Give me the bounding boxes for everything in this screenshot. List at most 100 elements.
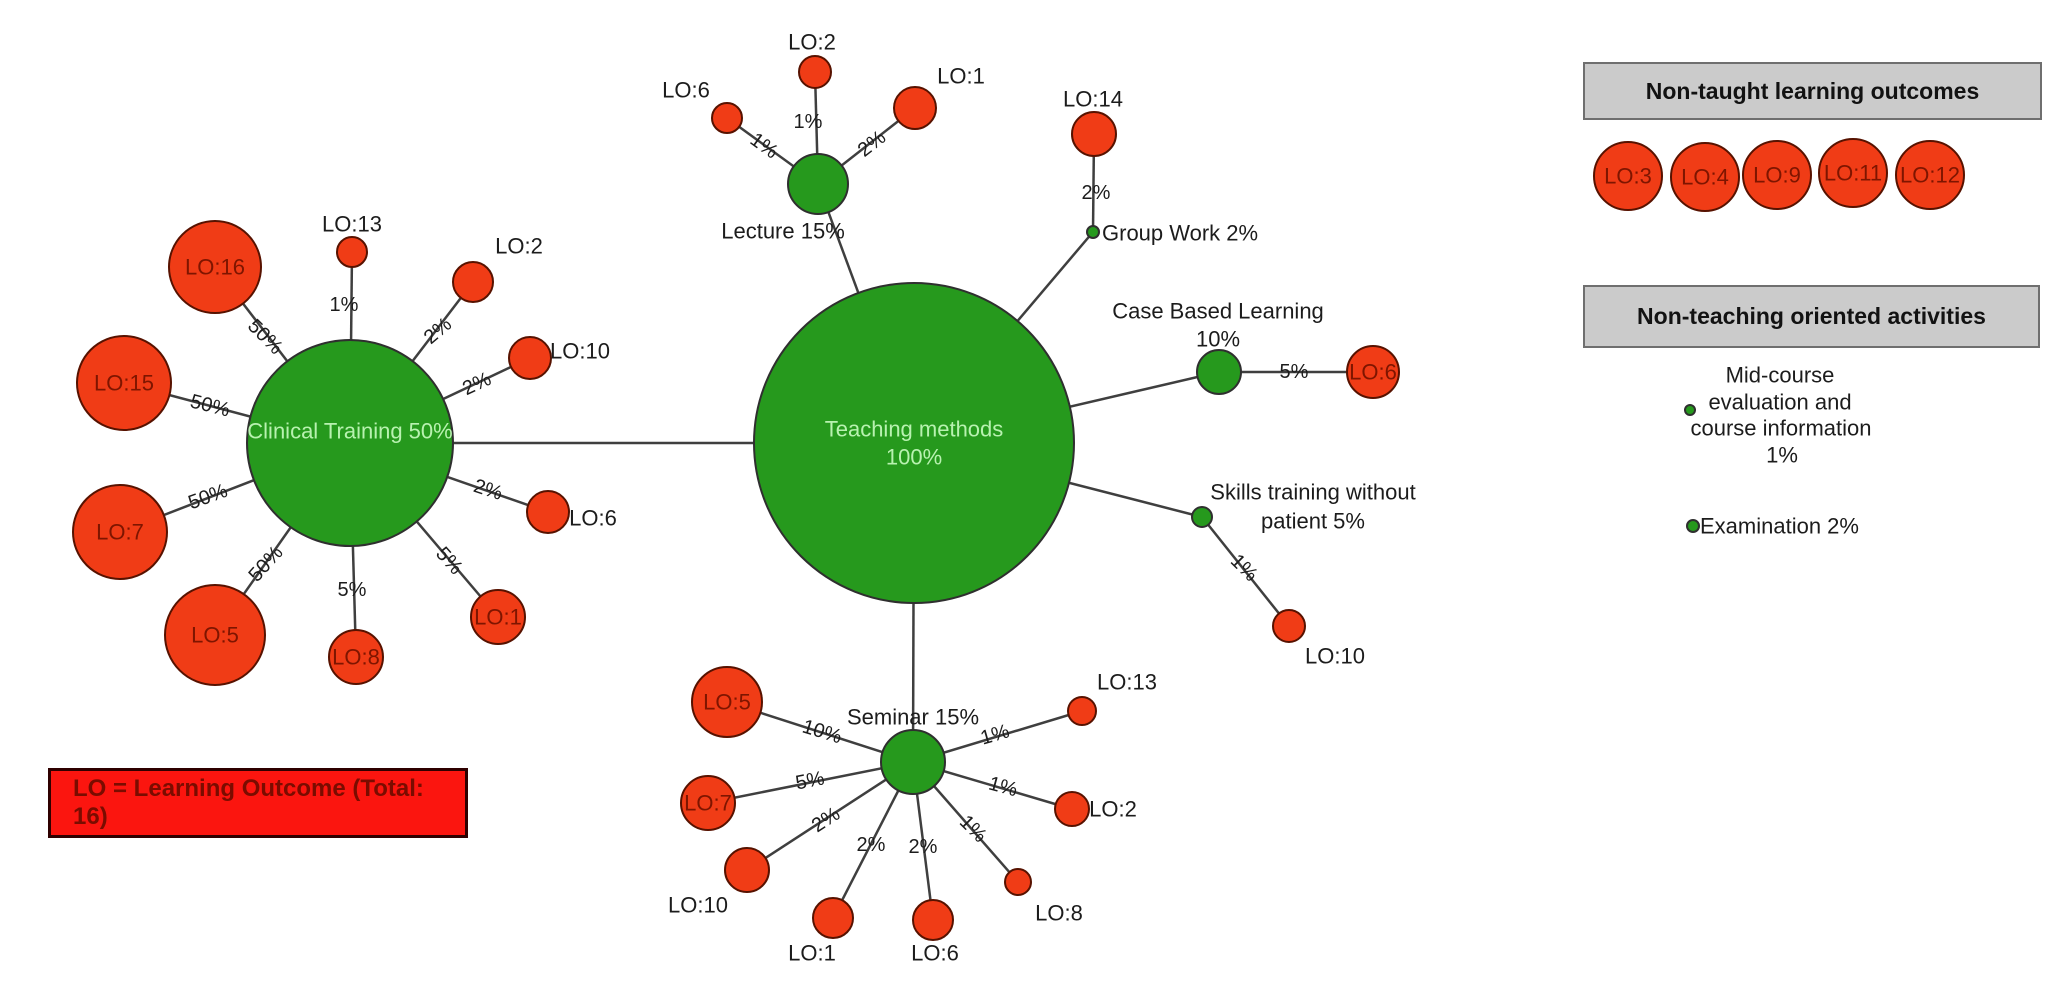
node-label-teaching-methods: Teaching methods xyxy=(825,417,1004,442)
node-circle-lo16-clinical xyxy=(168,220,262,314)
node-label-lo15-clinical: LO:15 xyxy=(94,371,154,396)
node-circle-lo12-nontaught xyxy=(1895,140,1965,210)
edge-percent-label: 5% xyxy=(794,767,827,794)
node-circle-examination-dot xyxy=(1686,519,1700,533)
node-label-lo4-nontaught: LO:4 xyxy=(1681,165,1729,190)
edge-percent-label: 1% xyxy=(978,720,1012,749)
node-circle-lo2-clinical xyxy=(452,261,494,303)
node-circle-lo14-groupwork xyxy=(1071,111,1117,157)
node-circle-lo10-seminar xyxy=(724,847,770,893)
node-caption: LO:2 xyxy=(1089,797,1137,822)
node-circle-lo6-cbl xyxy=(1346,345,1400,399)
node-caption: patient 5% xyxy=(1261,509,1365,534)
node-caption: LO:13 xyxy=(1097,670,1157,695)
node-circle-lo10-clinical xyxy=(508,336,552,380)
node-circle-lo6-lecture xyxy=(711,102,743,134)
edge-percent-label: 5% xyxy=(338,579,367,601)
node-caption: 10% xyxy=(1196,327,1240,352)
node-circle-lo13-clinical xyxy=(336,236,368,268)
edge-percent-label: 50% xyxy=(188,390,232,421)
panel-header-non-teaching-label: Non-teaching oriented activities xyxy=(1637,303,1986,329)
node-caption: LO:8 xyxy=(1035,901,1083,926)
edge-percent-label: 50% xyxy=(244,542,287,587)
node-circle-lo9-nontaught xyxy=(1742,140,1812,210)
node-caption: course information xyxy=(1691,416,1872,441)
node-circle-lo6-seminar xyxy=(912,899,954,941)
node-circle-lo3-nontaught xyxy=(1593,141,1663,211)
node-caption: Examination 2% xyxy=(1700,514,1859,539)
edge-line xyxy=(1201,516,1290,627)
node-circle-lo5-clinical xyxy=(164,584,266,686)
node-caption: Seminar 15% xyxy=(847,705,979,730)
legend-box: LO = Learning Outcome (Total: 16) xyxy=(48,768,468,838)
edge-percent-label: 2% xyxy=(459,368,495,400)
node-caption: LO:10 xyxy=(1305,644,1365,669)
node-circle-lo11-nontaught xyxy=(1818,138,1888,208)
node-caption: LO:6 xyxy=(911,941,959,966)
node-label-lo3-nontaught: LO:3 xyxy=(1604,164,1652,189)
edge-percent-label: 2% xyxy=(471,475,505,505)
node-label-lo5-clinical: LO:5 xyxy=(191,623,239,648)
node-label-clinical-training: Clinical Training 50% xyxy=(247,419,452,444)
node-caption: LO:6 xyxy=(662,78,710,103)
node-caption: Case Based Learning xyxy=(1112,299,1324,324)
node-label-lo16-clinical: LO:16 xyxy=(185,255,245,280)
node-label-teaching-methods: 100% xyxy=(886,445,942,470)
edge-percent-label: 2% xyxy=(909,836,938,858)
node-caption: evaluation and xyxy=(1708,390,1851,415)
panel-header-non-teaching: Non-teaching oriented activities xyxy=(1583,285,2040,348)
node-caption: LO:1 xyxy=(788,941,836,966)
node-circle-lo7-seminar xyxy=(680,775,736,831)
node-circle-lo13-seminar xyxy=(1067,696,1097,726)
node-circle-group-work xyxy=(1086,225,1100,239)
node-circle-lo4-nontaught xyxy=(1670,142,1740,212)
node-caption: Group Work 2% xyxy=(1102,221,1258,246)
node-label-lo9-nontaught: LO:9 xyxy=(1753,163,1801,188)
node-label-lo6-cbl: LO:6 xyxy=(1349,360,1397,385)
node-label-lo5-seminar: LO:5 xyxy=(703,690,751,715)
edge-percent-label: 1% xyxy=(330,294,359,316)
node-circle-lo10-skills xyxy=(1272,609,1306,643)
edge-percent-label: 2% xyxy=(857,834,886,856)
node-label-lo1-clinical: LO:1 xyxy=(474,605,522,630)
node-circle-lo15-clinical xyxy=(76,335,172,431)
edge-line xyxy=(746,760,914,872)
node-circle-case-based-learning xyxy=(1196,349,1242,395)
edge-line xyxy=(707,760,914,805)
node-label-lo12-nontaught: LO:12 xyxy=(1900,163,1960,188)
node-caption: LO:10 xyxy=(668,893,728,918)
node-caption: LO:14 xyxy=(1063,87,1123,112)
edge-percent-label: 10% xyxy=(800,716,845,749)
node-caption: LO:1 xyxy=(937,64,985,89)
panel-header-non-taught: Non-taught learning outcomes xyxy=(1583,62,2042,120)
node-circle-lo2-lecture xyxy=(798,55,832,89)
node-circle-lo1-seminar xyxy=(812,897,854,939)
node-caption: Mid-course xyxy=(1726,363,1835,388)
edge-percent-label: 1% xyxy=(746,129,782,164)
node-circle-lo1-clinical xyxy=(470,589,526,645)
node-caption: LO:2 xyxy=(788,30,836,55)
node-circle-teaching-methods xyxy=(753,282,1075,604)
node-caption: Lecture 15% xyxy=(721,219,845,244)
legend-box-label: LO = Learning Outcome (Total: 16) xyxy=(73,775,424,830)
edge-percent-label: 1% xyxy=(794,111,823,133)
node-label-lo7-seminar: LO:7 xyxy=(684,791,732,816)
node-circle-lo7-clinical xyxy=(72,484,168,580)
edge-percent-label: 2% xyxy=(1082,182,1111,204)
node-caption: LO:2 xyxy=(495,234,543,259)
node-circle-skills-training xyxy=(1191,506,1213,528)
node-caption: LO:6 xyxy=(569,506,617,531)
node-caption: LO:13 xyxy=(322,212,382,237)
node-circle-seminar xyxy=(880,729,946,795)
node-label-lo7-clinical: LO:7 xyxy=(96,520,144,545)
edge-percent-label: 2% xyxy=(808,803,844,837)
node-circle-lo5-seminar xyxy=(691,666,763,738)
node-circle-lecture xyxy=(787,153,849,215)
edge-percent-label: 50% xyxy=(185,480,230,514)
node-circle-midcourse-dot xyxy=(1684,404,1696,416)
node-label-lo11-nontaught: LO:11 xyxy=(1824,161,1882,186)
node-circle-clinical-training xyxy=(246,339,454,547)
node-caption: LO:10 xyxy=(550,339,610,364)
node-caption: Skills training without xyxy=(1210,480,1415,505)
